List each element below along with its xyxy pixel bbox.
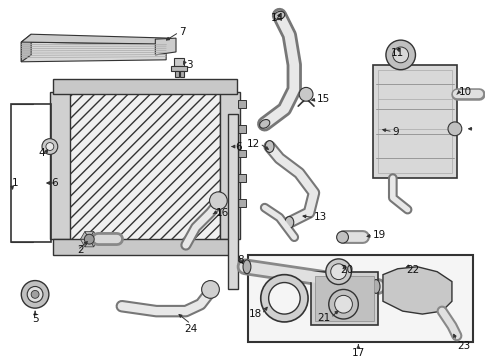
Circle shape xyxy=(201,280,219,298)
Bar xyxy=(238,174,245,182)
Text: 21: 21 xyxy=(317,313,330,323)
Circle shape xyxy=(84,234,94,244)
Text: 16: 16 xyxy=(215,208,228,217)
Text: 7: 7 xyxy=(179,27,185,37)
Bar xyxy=(238,125,245,133)
Bar xyxy=(238,100,245,108)
Circle shape xyxy=(325,259,351,284)
Bar xyxy=(314,276,373,321)
Bar xyxy=(11,104,51,242)
Circle shape xyxy=(336,231,348,243)
Circle shape xyxy=(392,47,408,63)
Text: 11: 11 xyxy=(390,48,404,58)
Circle shape xyxy=(447,122,461,136)
Bar xyxy=(175,71,179,77)
Bar xyxy=(238,199,245,207)
Polygon shape xyxy=(89,231,98,239)
Bar xyxy=(171,66,186,71)
Bar xyxy=(53,78,237,94)
Text: 6: 6 xyxy=(51,178,58,188)
Circle shape xyxy=(385,40,415,70)
Polygon shape xyxy=(85,239,94,247)
Bar xyxy=(50,93,69,239)
Text: 12: 12 xyxy=(246,139,259,149)
Circle shape xyxy=(42,139,58,154)
Ellipse shape xyxy=(259,120,269,128)
Polygon shape xyxy=(21,34,170,44)
Circle shape xyxy=(328,289,358,319)
Text: 19: 19 xyxy=(372,230,386,240)
Text: 18: 18 xyxy=(248,309,261,319)
Circle shape xyxy=(299,87,312,101)
Text: 15: 15 xyxy=(316,94,329,104)
Bar xyxy=(220,93,240,239)
Circle shape xyxy=(209,192,227,210)
Ellipse shape xyxy=(243,260,250,274)
Bar xyxy=(180,71,183,77)
Ellipse shape xyxy=(264,141,273,152)
Circle shape xyxy=(334,295,352,313)
Polygon shape xyxy=(382,267,451,314)
Text: 1: 1 xyxy=(11,178,18,188)
Ellipse shape xyxy=(274,11,284,19)
Text: 4: 4 xyxy=(38,148,45,158)
Circle shape xyxy=(27,287,43,302)
Bar xyxy=(377,70,451,173)
Text: 8: 8 xyxy=(237,255,243,265)
Circle shape xyxy=(330,264,346,280)
Ellipse shape xyxy=(285,216,293,228)
Text: 22: 22 xyxy=(405,265,418,275)
Polygon shape xyxy=(21,34,31,62)
Circle shape xyxy=(31,291,39,298)
Text: 9: 9 xyxy=(392,127,399,137)
Polygon shape xyxy=(89,239,98,247)
Text: 6: 6 xyxy=(235,141,241,152)
Polygon shape xyxy=(21,42,166,62)
Text: 23: 23 xyxy=(456,341,469,351)
Text: 5: 5 xyxy=(32,314,39,324)
Circle shape xyxy=(268,283,300,314)
Text: 10: 10 xyxy=(458,87,471,97)
Text: 24: 24 xyxy=(184,324,197,334)
Bar xyxy=(53,239,237,255)
Circle shape xyxy=(46,143,54,150)
Bar xyxy=(228,114,238,289)
Text: 20: 20 xyxy=(339,265,352,275)
Text: 13: 13 xyxy=(313,212,326,222)
Circle shape xyxy=(21,280,49,308)
Polygon shape xyxy=(85,231,94,239)
Polygon shape xyxy=(80,231,89,239)
Polygon shape xyxy=(80,239,89,247)
Ellipse shape xyxy=(371,280,379,293)
Text: 14: 14 xyxy=(270,13,284,23)
Polygon shape xyxy=(155,38,176,55)
Bar xyxy=(372,65,456,178)
Text: 17: 17 xyxy=(351,348,364,357)
Bar xyxy=(247,255,472,342)
Circle shape xyxy=(260,275,307,322)
Bar xyxy=(310,272,377,325)
Text: 3: 3 xyxy=(185,60,192,70)
Bar xyxy=(174,58,183,66)
Bar xyxy=(67,85,220,247)
Bar xyxy=(238,149,245,157)
Text: 2: 2 xyxy=(77,245,84,255)
